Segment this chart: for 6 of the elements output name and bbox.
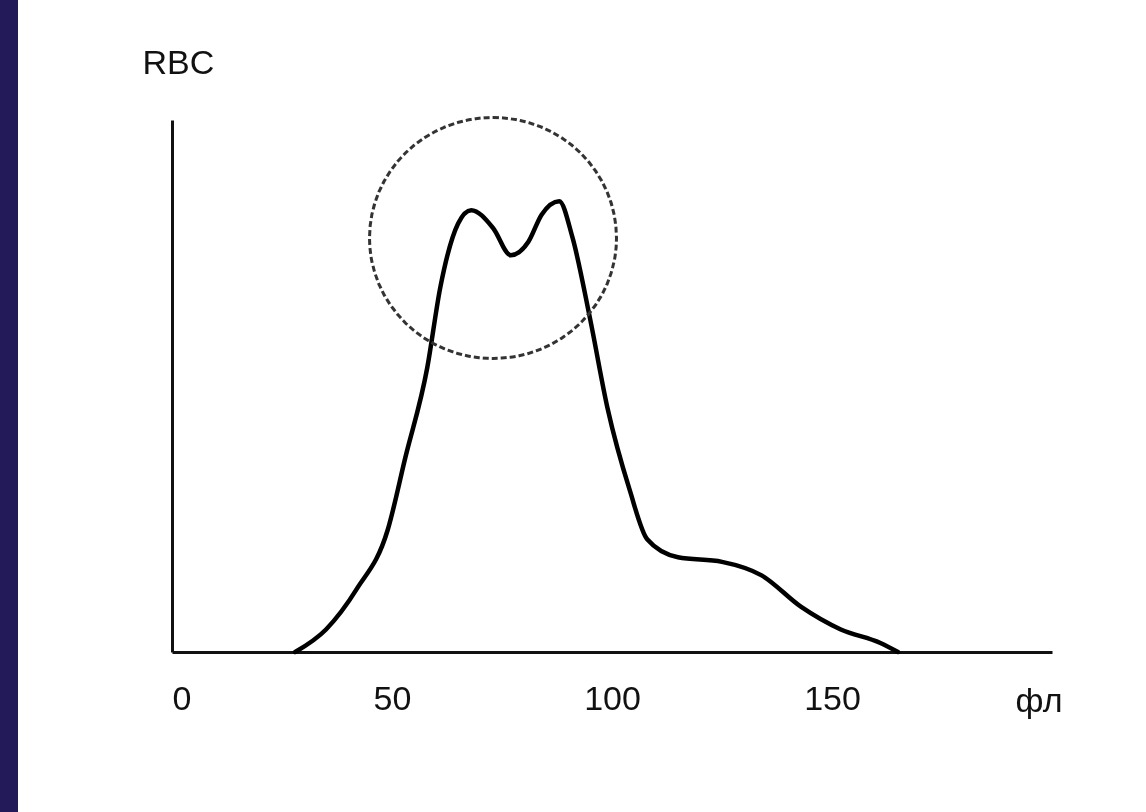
x-tick-label: 50 — [373, 678, 412, 717]
x-tick-label: 150 — [804, 678, 861, 717]
x-axis-title: фл — [1015, 680, 1063, 719]
x-tick-label: 0 — [172, 678, 192, 717]
y-axis-title: RBC — [142, 42, 215, 81]
x-tick-label: 100 — [584, 678, 641, 717]
